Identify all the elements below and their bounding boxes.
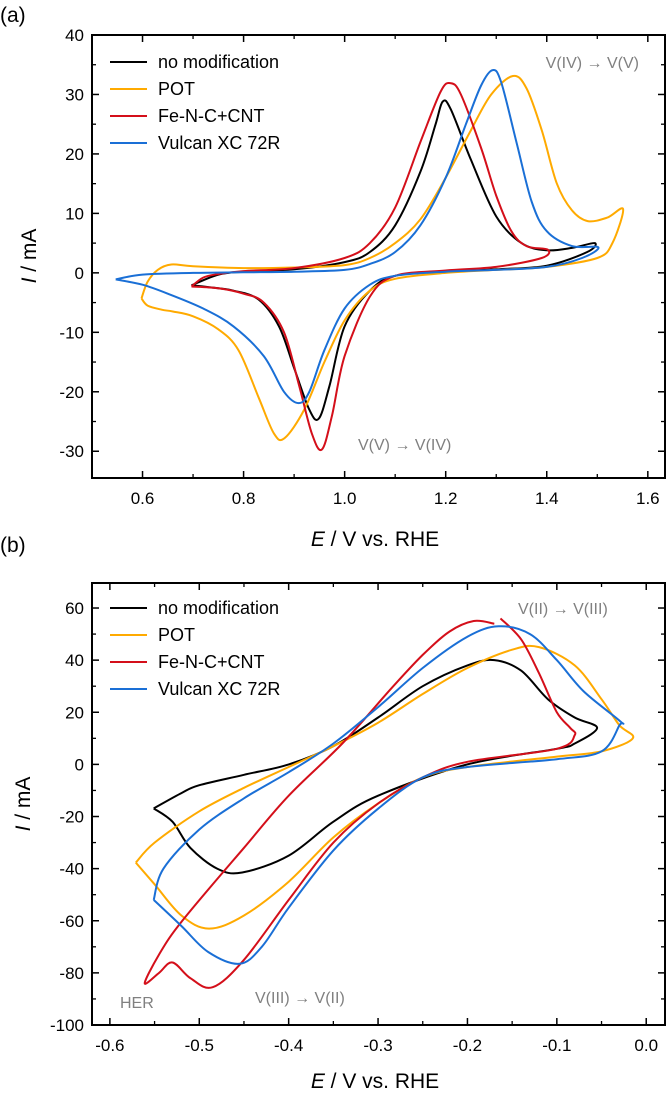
y-tick-label: -20 — [59, 808, 84, 827]
x-axis-unit: / V vs. RHE — [325, 528, 439, 551]
y-tick-label: -60 — [59, 912, 84, 931]
x-tick-label: 1.6 — [636, 489, 660, 508]
panel-b: (b) -0.6 -0.5 -0.4 -0.3 -0.2 -0.1 0.0 -100 -80 -6… — [0, 534, 666, 1093]
x-axis-label: E / V vs. RHE — [311, 1070, 439, 1093]
panel-b-legend: no modification POT Fe-N-C+CNT Vulcan XC… — [110, 598, 280, 699]
panel-a-plot: 0.6 0.8 1.0 1.2 1.4 1.6 -30 -20 -10 0 10 20 30 40 — [59, 26, 666, 508]
y-tick-label: 60 — [65, 599, 84, 618]
x-axis-label: E / V vs. RHE — [311, 528, 439, 551]
y-tick-label: -40 — [59, 860, 84, 879]
legend-label: POT — [158, 79, 195, 99]
y-axis-symbol: I — [12, 825, 35, 831]
annotation-her: HER — [120, 995, 154, 1012]
y-axis-label: I / mA — [18, 229, 41, 284]
series-line-vulcan-xc-72r — [152, 625, 625, 965]
y-tick-label: -10 — [59, 323, 84, 342]
plot-frame — [91, 34, 666, 479]
y-tick-label: 20 — [65, 703, 84, 722]
legend-label: Fe-N-C+CNT — [158, 106, 265, 126]
x-tick-label: -0.3 — [363, 1036, 392, 1055]
y-axis-symbol: I — [18, 277, 41, 283]
legend-label: POT — [158, 625, 195, 645]
y-tick-label: 40 — [65, 26, 84, 45]
annotation-reduction: V(V) → V(IV) — [358, 437, 451, 454]
y-tick-label: -20 — [59, 383, 84, 402]
annotation-oxidation: V(IV) → V(V) — [546, 55, 639, 72]
x-axis-unit: / V vs. RHE — [325, 1070, 439, 1093]
annotation-oxidation: V(II) → V(III) — [518, 601, 608, 618]
x-tick-label: 1.4 — [535, 489, 559, 508]
legend-label: Fe-N-C+CNT — [158, 652, 265, 672]
series-line-pot — [140, 74, 625, 442]
y-tick-label: 0 — [75, 264, 84, 283]
y-tick-label: -30 — [59, 442, 84, 461]
y-tick-label: -80 — [59, 964, 84, 983]
panel-b-label: (b) — [0, 534, 26, 557]
x-tick-label: -0.2 — [453, 1036, 482, 1055]
panel-a-label: (a) — [0, 4, 26, 27]
x-axis-symbol: E — [311, 528, 326, 551]
legend-label: no modification — [158, 598, 279, 618]
x-tick-label: -0.5 — [185, 1036, 214, 1055]
panel-a-legend: no modification POT Fe-N-C+CNT Vulcan XC… — [110, 52, 280, 153]
legend-label: no modification — [158, 52, 279, 72]
y-tick-label: 20 — [65, 145, 84, 164]
series-line-fe-n-c-cnt — [190, 81, 551, 452]
x-tick-label: 0.6 — [131, 489, 155, 508]
x-tick-label: 1.2 — [434, 489, 458, 508]
series-line-no-modification — [153, 658, 599, 875]
annotation-reduction: V(III) → V(II) — [255, 990, 345, 1007]
y-axis-unit: / mA — [18, 229, 41, 278]
panel-b-plot: -0.6 -0.5 -0.4 -0.3 -0.2 -0.1 0.0 -100 -80 -60 -40… — [50, 582, 666, 1055]
x-tick-label: 1.0 — [333, 489, 357, 508]
x-axis-symbol: E — [311, 1070, 326, 1093]
panel-a: (a) 0.6 0.8 1.0 1.2 1.4 1.6 -30 -20 -10 0 10 20 30 40… — [0, 4, 666, 551]
y-tick-label: 40 — [65, 651, 84, 670]
series-line-vulcan-xc-72r — [115, 69, 600, 405]
x-tick-label: -0.1 — [542, 1036, 571, 1055]
x-tick-label: -0.6 — [95, 1036, 124, 1055]
y-axis-unit: / mA — [12, 777, 35, 826]
y-tick-label: 10 — [65, 204, 84, 223]
legend-label: Vulcan XC 72R — [158, 679, 280, 699]
series-line-fe-n-c-cnt — [143, 617, 577, 989]
y-tick-label: 30 — [65, 85, 84, 104]
y-axis-label: I / mA — [12, 777, 35, 832]
y-tick-label: -100 — [50, 1016, 84, 1035]
x-tick-label: -0.4 — [274, 1036, 303, 1055]
x-tick-label: 0.0 — [634, 1036, 658, 1055]
legend-label: Vulcan XC 72R — [158, 133, 280, 153]
x-tick-label: 0.8 — [232, 489, 256, 508]
y-tick-label: 0 — [75, 755, 84, 774]
